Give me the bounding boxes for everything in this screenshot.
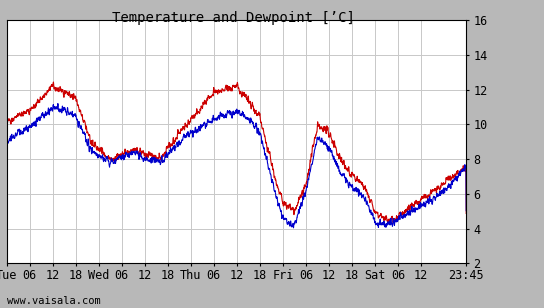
Text: www.vaisala.com: www.vaisala.com xyxy=(7,297,100,306)
Text: Temperature and Dewpoint [’C]: Temperature and Dewpoint [’C] xyxy=(113,11,355,25)
